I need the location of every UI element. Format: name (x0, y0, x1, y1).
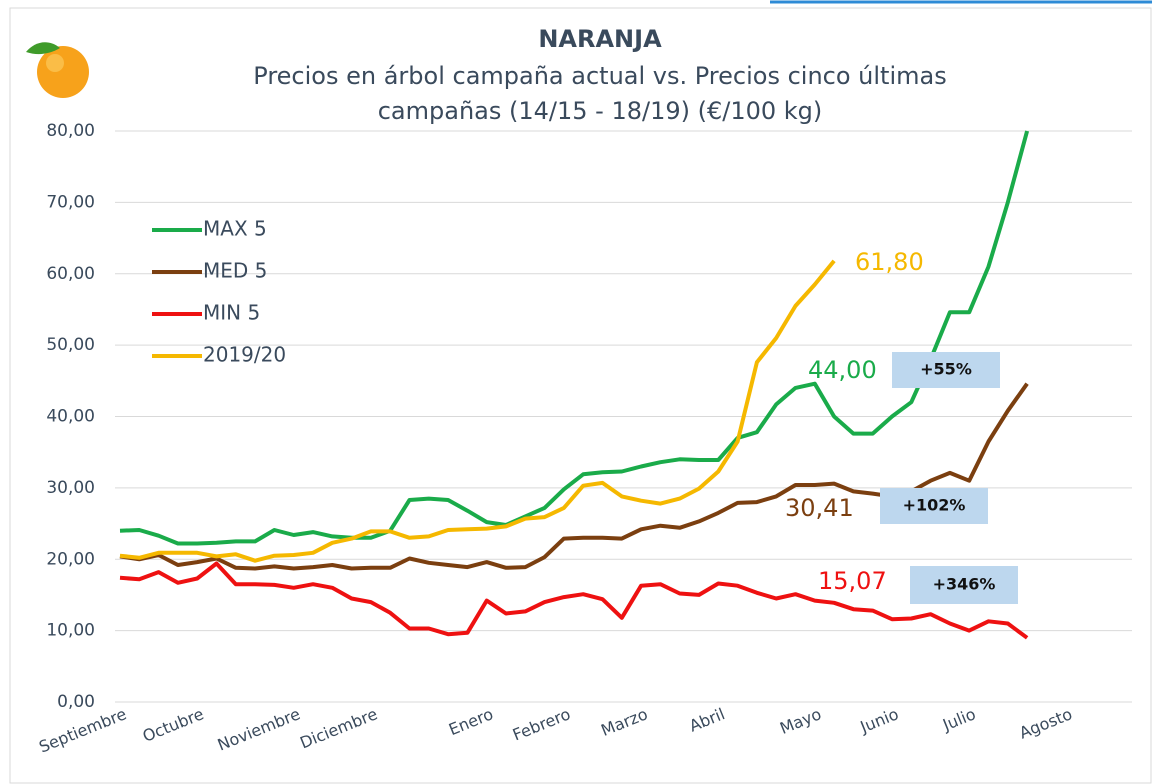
y-tick-label: 70,00 (46, 192, 95, 212)
y-tick-label: 30,00 (46, 478, 95, 498)
y-tick-label: 50,00 (46, 335, 95, 355)
chart-title: NARANJA (538, 25, 662, 53)
annotation: 30,41 (785, 494, 854, 522)
annotation: 44,00 (808, 356, 877, 384)
legend-label: MAX 5 (203, 217, 267, 241)
legend-label: MIN 5 (203, 301, 260, 325)
y-tick-label: 20,00 (46, 549, 95, 569)
chart-subtitle: Precios en árbol campaña actual vs. Prec… (253, 62, 946, 90)
legend-label: 2019/20 (203, 343, 286, 367)
y-tick-label: 10,00 (46, 621, 95, 641)
chart-subtitle: campañas (14/15 - 18/19) (€/100 kg) (378, 97, 823, 125)
legend-label: MED 5 (203, 259, 267, 283)
callout-text: +346% (933, 575, 996, 594)
y-tick-label: 60,00 (46, 264, 95, 284)
y-tick-label: 80,00 (46, 121, 95, 141)
callout-text: +55% (920, 360, 972, 379)
callout-text: +102% (903, 496, 966, 515)
annotation: 61,80 (855, 248, 924, 276)
y-tick-label: 40,00 (46, 407, 95, 427)
annotation: 15,07 (818, 567, 887, 595)
y-tick-label: 0,00 (57, 692, 95, 712)
chart: NARANJA Precios en árbol campaña actual … (0, 0, 1152, 784)
